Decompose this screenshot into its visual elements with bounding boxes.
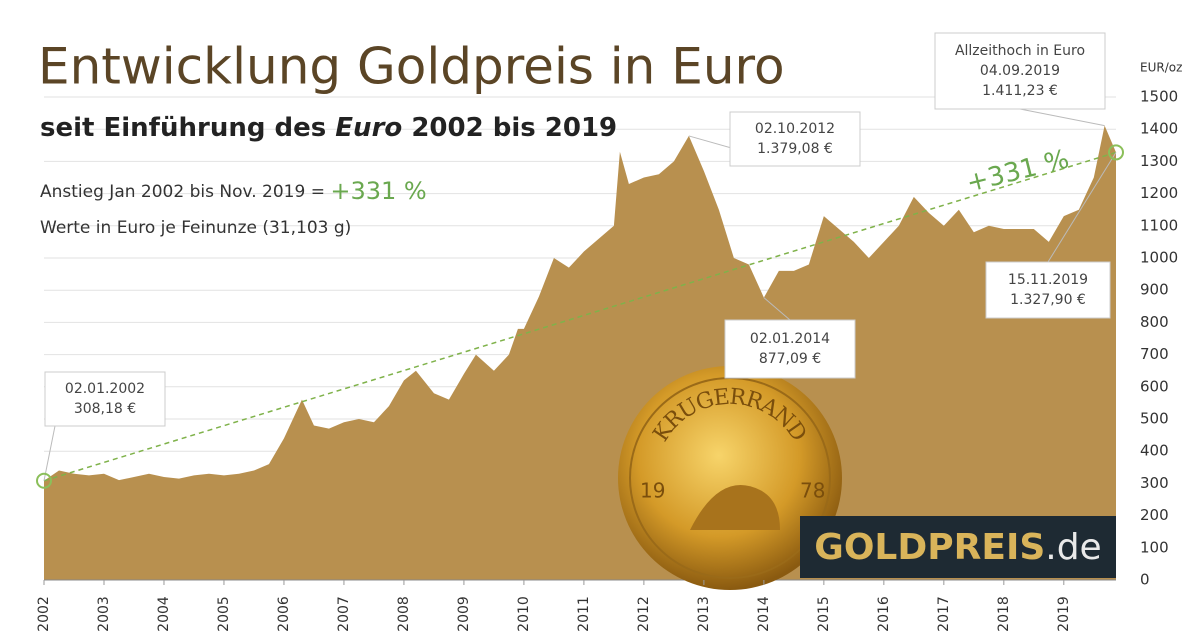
subtitle: seit Einführung des Euro 2002 bis 2019 — [40, 113, 617, 143]
logo: GOLDPREIS.de — [814, 527, 1101, 568]
x-tick-label: 2008 — [396, 596, 412, 632]
x-tick-label: 2007 — [336, 596, 352, 632]
point-marker — [1108, 144, 1124, 161]
coin: KRUGERRAND 19 78 — [618, 366, 842, 590]
callout-date: 02.01.2002 — [65, 381, 145, 397]
x-tick-label: 2005 — [216, 596, 232, 632]
x-tick-label: 2004 — [156, 596, 172, 632]
callout-box — [44, 371, 166, 427]
callout-box — [729, 111, 861, 167]
callout-label: 1.379,08 € — [757, 141, 833, 157]
coin-disc — [618, 366, 842, 590]
y-tick-label: 500 — [1140, 410, 1169, 428]
x-tick-label: 2012 — [636, 596, 652, 632]
x-tick-label: 2006 — [276, 596, 292, 632]
pointer — [763, 297, 791, 321]
x-tick-label: 2015 — [816, 596, 832, 632]
callout-date: 15.11.2019 — [1008, 272, 1088, 288]
callout-label: 1.411,23 € — [982, 83, 1058, 99]
y-tick-label: 1000 — [1140, 249, 1178, 267]
y-tick-label: 1100 — [1140, 216, 1178, 234]
x-tick-label: 2017 — [936, 596, 952, 632]
trend-line — [43, 151, 1117, 482]
x-tick-label: 2013 — [696, 596, 712, 632]
pointer — [43, 425, 56, 481]
logo-box — [800, 516, 1116, 578]
point-marker — [36, 472, 52, 489]
note: Anstieg Jan 2002 bis Nov. 2019 = +331 % — [40, 177, 427, 205]
y-tick-label: 0 — [1140, 571, 1150, 589]
subtitle-text: seit Einführung des — [40, 113, 335, 143]
callout-box — [724, 319, 856, 379]
x-tick-label: 2019 — [1056, 596, 1072, 632]
pointer — [1047, 152, 1117, 263]
note-highlight: +331 % — [330, 177, 426, 205]
y-tick-label: 300 — [1140, 474, 1169, 492]
chart-title: Entwicklung Goldpreis in Euro — [38, 38, 785, 96]
x-tick-label: 2016 — [876, 596, 892, 632]
y-tick-label: 900 — [1140, 281, 1169, 299]
y-tick-label: 1400 — [1140, 120, 1178, 138]
callout-label: 1.327,90 € — [1010, 292, 1086, 308]
y-tick-label: 700 — [1140, 345, 1169, 363]
x-tick-label: 2018 — [996, 596, 1012, 632]
trend-label: +331 % — [964, 144, 1073, 198]
y-tick-label: 800 — [1140, 313, 1169, 331]
pointer — [1019, 108, 1105, 127]
subtitle-text: 2002 bis 2019 — [402, 113, 617, 143]
y-tick-label: 100 — [1140, 538, 1169, 556]
x-tick-label: 2014 — [756, 596, 772, 632]
callout-label: 308,18 € — [74, 401, 136, 417]
callout-date: 02.01.2014 — [750, 331, 830, 347]
logo-main: GOLDPREIS — [814, 527, 1045, 568]
callout-date: 04.09.2019 — [980, 63, 1060, 79]
callout-heading: Allzeithoch in Euro — [955, 43, 1085, 59]
coin-year: 78 — [800, 479, 825, 503]
callout-label: 877,09 € — [759, 351, 821, 367]
y-tick-label: 1500 — [1140, 88, 1178, 106]
y-tick-label: 1200 — [1140, 184, 1178, 202]
x-tick-label: 2010 — [516, 596, 532, 632]
x-tick-label: 2003 — [96, 596, 112, 632]
x-tick-label: 2002 — [36, 596, 52, 632]
y-tick-label: 200 — [1140, 506, 1169, 524]
x-tick-label: 2011 — [576, 596, 592, 632]
callout-date: 02.10.2012 — [755, 121, 835, 137]
y-tick-label: 600 — [1140, 377, 1169, 395]
y-unit: EUR/oz — [1140, 61, 1182, 75]
x-tick-label: 2009 — [456, 596, 472, 632]
y-tick-label: 1300 — [1140, 152, 1178, 170]
area — [44, 125, 1116, 581]
callout-box — [985, 261, 1111, 319]
springbok — [690, 485, 780, 530]
y-tick-label: 400 — [1140, 442, 1169, 460]
subtitle-emphasis: Euro — [335, 113, 402, 143]
coin-year: 19 — [640, 479, 665, 503]
callout-box — [934, 32, 1106, 110]
note-units: Werte in Euro je Feinunze (31,103 g) — [40, 218, 351, 238]
note-text: Anstieg Jan 2002 bis Nov. 2019 = — [40, 182, 330, 202]
logo-suffix: .de — [1045, 527, 1101, 568]
